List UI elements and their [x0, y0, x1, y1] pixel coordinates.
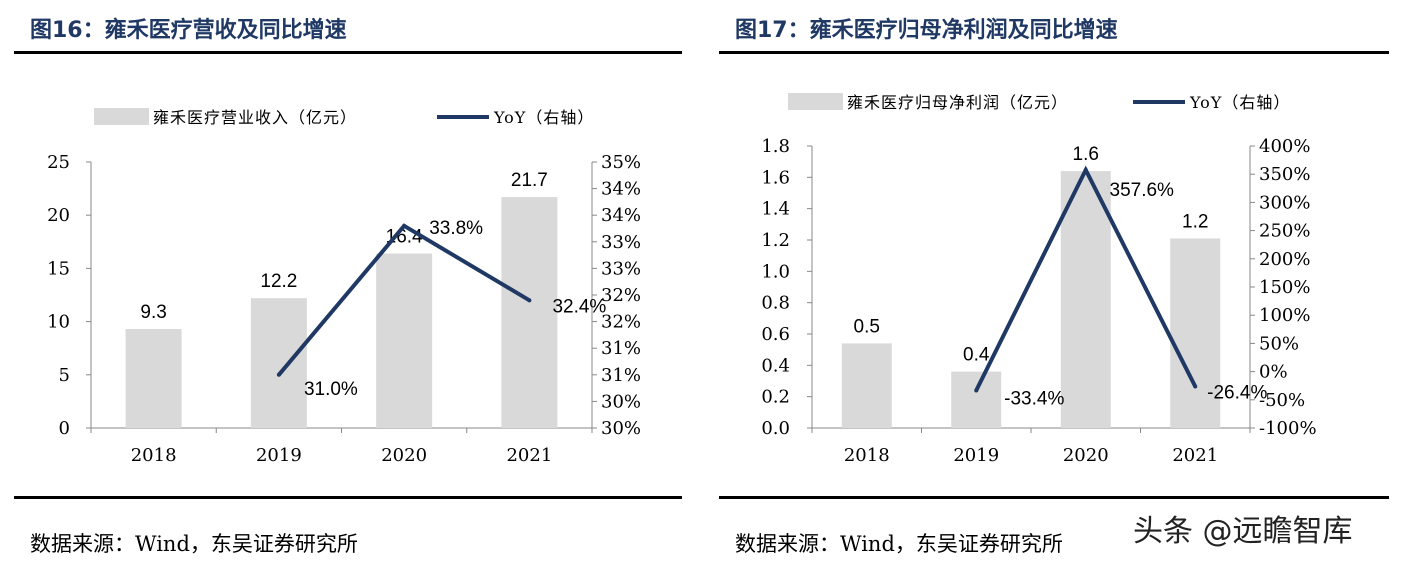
y-tick-label-right: 150%: [1259, 277, 1310, 298]
y-tick-label-left: 0: [59, 418, 70, 439]
watermark: 头条 @远瞻智库: [1133, 514, 1353, 549]
yoy-value-label: -26.4%: [1207, 382, 1267, 403]
bar: [841, 343, 892, 428]
source-note: 数据来源：Wind，东吴证券研究所: [30, 532, 358, 556]
figure-title: 图16：雍禾医疗营收及同比增速: [30, 18, 347, 43]
y-tick-label-left: 15: [47, 258, 70, 279]
bar: [951, 371, 1002, 428]
y-tick-label-left: 1.8: [761, 136, 790, 157]
bar-value-label: 0.5: [854, 316, 880, 337]
y-tick-label-right: 30%: [601, 391, 641, 412]
y-tick-label-right: 33%: [601, 258, 641, 279]
bar-value-label: 16.4: [386, 227, 423, 248]
chart-panel-net-profit: 图17：雍禾医疗归母净利润及同比增速 雍禾医疗归母净利润（亿元） YoY（右轴） 0…: [705, 0, 1407, 565]
legend-bar-label: 雍禾医疗营业收入（亿元）: [153, 108, 357, 127]
x-tick-label: 2021: [1172, 445, 1218, 466]
yoy-value-label: 31.0%: [304, 379, 358, 400]
y-tick-label-right: 34%: [601, 205, 641, 226]
bar-value-label: 12.2: [260, 271, 297, 292]
title-rule: [14, 51, 682, 54]
legend-bar-label: 雍禾医疗归母净利润（亿元）: [847, 93, 1068, 112]
x-tick-label: 2020: [381, 445, 427, 466]
y-tick-label-right: 32%: [601, 312, 641, 333]
legend-bar-swatch: [94, 108, 149, 125]
y-tick-label-right: 31%: [601, 365, 641, 386]
y-tick-label-right: 250%: [1259, 221, 1310, 242]
y-tick-label-right: 350%: [1259, 164, 1310, 185]
y-tick-label-left: 1.4: [761, 199, 790, 220]
x-tick-label: 2020: [1063, 445, 1109, 466]
revenue-chart: 雍禾医疗营业收入（亿元） YoY（右轴） 0 5 10 15 20 25 30% 30% 31% 31…: [47, 108, 641, 466]
y-tick-label-left: 25: [47, 152, 70, 173]
y-tick-label-left: 1.0: [761, 261, 790, 282]
y-tick-label-right: 200%: [1259, 249, 1310, 270]
bar: [501, 197, 558, 428]
y-tick-label-right: 30%: [601, 418, 641, 439]
y-tick-label-left: 1.2: [761, 230, 790, 251]
bar-value-label: 0.4: [963, 345, 990, 366]
chart-panel-revenue: 图16：雍禾医疗营收及同比增速 雍禾医疗营业收入（亿元） YoY（右轴） 0 5 10 1…: [0, 0, 690, 565]
y-tick-label-right: 34%: [601, 179, 641, 200]
bar: [125, 329, 182, 428]
x-tick-label: 2018: [131, 445, 177, 466]
legend-bar-swatch: [788, 93, 843, 110]
y-tick-label-right: 33%: [601, 232, 641, 253]
bar: [1060, 171, 1111, 429]
y-tick-label-right: 31%: [601, 338, 641, 359]
yoy-value-label: 32.4%: [552, 296, 606, 317]
y-tick-label-left: 10: [47, 312, 70, 333]
bar-value-label: 21.7: [511, 170, 548, 191]
x-tick-label: 2018: [844, 445, 890, 466]
footer-rule: [719, 496, 1389, 499]
y-tick-label-left: 5: [59, 365, 70, 386]
figure-title: 图17：雍禾医疗归母净利润及同比增速: [735, 18, 1118, 43]
y-tick-label-left: 0.6: [761, 324, 790, 345]
x-tick-label: 2021: [506, 445, 552, 466]
yoy-value-label: -33.4%: [1004, 388, 1064, 409]
legend-line-label: YoY（右轴）: [493, 108, 594, 127]
bar: [250, 298, 307, 428]
y-tick-label-right: 32%: [601, 285, 641, 306]
footer-rule: [14, 496, 682, 499]
y-tick-label-right: 35%: [601, 152, 641, 173]
x-tick-label: 2019: [953, 445, 999, 466]
legend-line-label: YoY（右轴）: [1189, 93, 1290, 112]
bar-value-label: 1.6: [1073, 144, 1099, 165]
bar: [376, 253, 433, 428]
bar: [1170, 238, 1221, 428]
y-tick-label-right: 50%: [1259, 333, 1299, 354]
yoy-value-label: 357.6%: [1110, 180, 1175, 201]
y-tick-label-left: 0.8: [761, 293, 790, 314]
y-tick-label-right: 100%: [1259, 305, 1310, 326]
yoy-point: [974, 388, 979, 393]
y-tick-label-left: 0.0: [761, 418, 790, 439]
bar-value-label: 1.2: [1182, 211, 1208, 232]
yoy-point: [527, 298, 532, 303]
net-profit-chart: 雍禾医疗归母净利润（亿元） YoY（右轴） 0.0 0.2 0.4 0.6 0.8 1.0 1.…: [761, 93, 1317, 466]
y-tick-label-right: 0%: [1259, 362, 1288, 383]
y-tick-label-left: 0.4: [761, 355, 790, 376]
yoy-point: [1083, 167, 1088, 172]
bar-value-label: 9.3: [140, 302, 166, 323]
yoy-point: [276, 372, 281, 377]
title-rule: [719, 51, 1389, 54]
y-tick-label-left: 20: [47, 205, 70, 226]
yoy-point: [402, 223, 407, 228]
yoy-point: [1193, 384, 1198, 389]
y-tick-label-right: -50%: [1259, 390, 1305, 411]
source-note: 数据来源：Wind，东吴证券研究所: [735, 532, 1063, 556]
yoy-value-label: 33.8%: [429, 218, 483, 239]
y-tick-label-right: -100%: [1259, 418, 1317, 439]
y-tick-label-right: 400%: [1259, 136, 1310, 157]
y-tick-label-left: 1.6: [761, 167, 790, 188]
y-tick-label-right: 300%: [1259, 192, 1310, 213]
y-tick-label-left: 0.2: [761, 387, 790, 408]
x-tick-label: 2019: [256, 445, 302, 466]
